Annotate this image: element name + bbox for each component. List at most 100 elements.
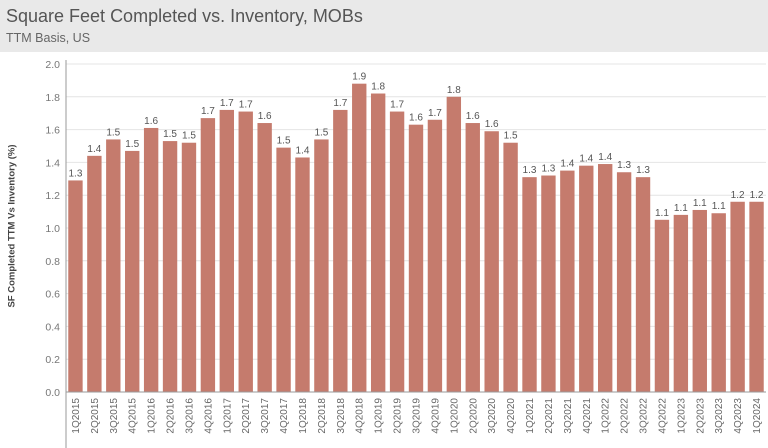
bar-2Q2021 xyxy=(541,175,556,392)
x-tick-label: 1Q2016 xyxy=(147,398,158,434)
data-label: 1.7 xyxy=(201,106,215,117)
bar-2Q2023 xyxy=(692,209,707,392)
data-label: 1.5 xyxy=(504,131,518,142)
bar-1Q2018 xyxy=(295,157,310,392)
bar-3Q2015 xyxy=(106,139,121,392)
data-label: 1.3 xyxy=(523,165,537,176)
x-tick-label: 2Q2015 xyxy=(90,398,101,434)
x-tick-label: 2Q2018 xyxy=(317,398,328,434)
y-tick-label: 0.6 xyxy=(45,289,60,301)
data-label: 1.2 xyxy=(731,190,745,201)
data-label: 1.1 xyxy=(693,198,707,209)
data-label: 1.3 xyxy=(69,168,83,179)
bar-1Q2023 xyxy=(673,214,689,392)
data-label: 1.7 xyxy=(333,98,347,109)
data-label: 1.7 xyxy=(428,108,442,119)
bar-3Q2023 xyxy=(711,213,726,392)
y-tick-label: 0.0 xyxy=(45,387,60,399)
data-label: 1.4 xyxy=(598,152,612,163)
bar-1Q2015 xyxy=(68,180,83,392)
x-tick-label: 3Q2015 xyxy=(109,398,120,434)
x-tick-label: 1Q2023 xyxy=(676,398,687,434)
x-tick-label: 4Q2019 xyxy=(430,398,441,434)
data-label: 1.5 xyxy=(182,131,196,142)
y-tick-label: 0.8 xyxy=(45,256,60,268)
bar-3Q2016 xyxy=(181,142,197,392)
data-label: 1.6 xyxy=(258,111,272,122)
x-tick-label: 4Q2017 xyxy=(279,398,290,434)
x-tick-label: 2Q2019 xyxy=(393,398,404,434)
y-tick-label: 0.4 xyxy=(45,321,60,333)
bar-1Q2017 xyxy=(219,109,234,393)
x-tick-label: 2Q2023 xyxy=(695,398,706,434)
bar-1Q2020 xyxy=(446,96,462,393)
data-label: 1.7 xyxy=(390,100,404,111)
x-tick-label: 2Q2017 xyxy=(241,398,252,434)
data-label: 1.7 xyxy=(239,100,253,111)
bar-2Q2020 xyxy=(465,123,480,392)
x-axis-ticks: 1Q2015 2Q2015 3Q2015 4Q2015 1Q2016 2Q2016 3Q20… xyxy=(71,398,763,434)
data-labels: 1.3 1.4 1.5 1.5 1.6 1.5 1.5 1.7 1.7 1.7 1.6 1.5 1.4 1… xyxy=(69,72,764,219)
chart-header: Square Feet Completed vs. Inventory, MOB… xyxy=(0,0,768,52)
y-tick-label: 2.0 xyxy=(45,59,60,71)
y-tick-label: 1.0 xyxy=(45,223,60,235)
x-tick-label: 3Q2019 xyxy=(412,398,423,434)
x-tick-label: 1Q2022 xyxy=(601,398,612,434)
data-label: 1.6 xyxy=(144,116,158,127)
data-label: 1.3 xyxy=(541,164,555,175)
bar-3Q2022 xyxy=(635,177,651,392)
x-tick-label: 3Q2021 xyxy=(563,398,574,434)
bar-4Q2017 xyxy=(276,147,291,392)
bar-3Q2018 xyxy=(333,109,348,393)
x-tick-label: 2Q2020 xyxy=(468,398,479,434)
data-label: 1.1 xyxy=(655,208,669,219)
chart-subtitle: TTM Basis, US xyxy=(6,31,91,45)
x-tick-label: 4Q2021 xyxy=(582,398,593,434)
data-label: 1.5 xyxy=(163,129,177,140)
x-tick-label: 4Q2015 xyxy=(128,398,139,434)
x-tick-label: 1Q2020 xyxy=(449,398,460,434)
data-label: 1.4 xyxy=(560,159,574,170)
bar-1Q2016 xyxy=(143,127,159,393)
data-label: 1.7 xyxy=(220,98,234,109)
bar-4Q2023 xyxy=(730,201,745,392)
x-tick-label: 4Q2022 xyxy=(657,398,668,434)
bar-1Q2021 xyxy=(522,177,537,392)
bar-2Q2015 xyxy=(87,155,102,392)
bar-4Q2019 xyxy=(427,119,443,392)
x-tick-label: 1Q2015 xyxy=(71,398,82,434)
data-label: 1.6 xyxy=(485,119,499,130)
y-tick-label: 1.6 xyxy=(45,125,60,137)
x-tick-label: 3Q2022 xyxy=(639,398,650,434)
data-label: 1.1 xyxy=(712,201,726,212)
x-tick-label: 4Q2020 xyxy=(506,398,517,434)
chart-title: Square Feet Completed vs. Inventory, MOB… xyxy=(6,6,363,26)
data-label: 1.4 xyxy=(296,145,310,156)
bar-3Q2021 xyxy=(560,170,575,392)
data-label: 1.5 xyxy=(125,139,139,150)
x-tick-label: 2Q2022 xyxy=(620,398,631,434)
bar-1Q2022 xyxy=(598,164,613,392)
data-label: 1.5 xyxy=(106,127,120,138)
bars xyxy=(68,83,764,393)
bar-1Q2019 xyxy=(370,93,386,393)
data-label: 1.6 xyxy=(466,111,480,122)
data-label: 1.1 xyxy=(674,203,688,214)
bar-4Q2021 xyxy=(579,165,594,392)
y-tick-label: 1.2 xyxy=(45,190,60,202)
x-tick-label: 3Q2017 xyxy=(260,398,271,434)
x-tick-label: 4Q2018 xyxy=(355,398,366,434)
bar-2Q2019 xyxy=(389,111,405,392)
x-tick-label: 1Q2018 xyxy=(298,398,309,434)
bar-3Q2017 xyxy=(257,123,272,392)
data-label: 1.9 xyxy=(352,72,366,83)
x-tick-label: 1Q2021 xyxy=(525,398,536,434)
x-tick-label: 3Q2020 xyxy=(487,398,498,434)
y-tick-label: 0.2 xyxy=(45,354,60,366)
bar-4Q2018 xyxy=(352,83,367,393)
bar-3Q2019 xyxy=(408,124,424,393)
x-tick-label: 2Q2021 xyxy=(544,398,555,434)
x-tick-label: 1Q2019 xyxy=(374,398,385,434)
bar-3Q2020 xyxy=(484,131,499,393)
